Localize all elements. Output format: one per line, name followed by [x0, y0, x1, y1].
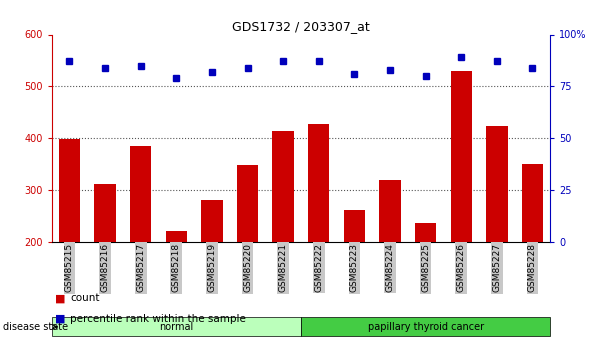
Bar: [201, 200, 223, 242]
Bar: [415, 224, 437, 241]
Text: GSM85228: GSM85228: [528, 243, 537, 292]
Text: ■: ■: [55, 314, 65, 324]
Text: GSM85225: GSM85225: [421, 243, 430, 292]
Bar: [451, 71, 472, 242]
Text: GSM85219: GSM85219: [207, 243, 216, 292]
Text: GSM85218: GSM85218: [172, 243, 181, 292]
Text: GSM85215: GSM85215: [65, 243, 74, 292]
Text: GSM85217: GSM85217: [136, 243, 145, 292]
Text: GSM85221: GSM85221: [278, 243, 288, 292]
Text: GSM85227: GSM85227: [492, 243, 502, 292]
Bar: [237, 166, 258, 242]
Text: GSM85222: GSM85222: [314, 243, 323, 292]
Bar: [59, 139, 80, 241]
Text: GSM85223: GSM85223: [350, 243, 359, 292]
Text: papillary thyroid cancer: papillary thyroid cancer: [368, 322, 483, 332]
Title: GDS1732 / 203307_at: GDS1732 / 203307_at: [232, 20, 370, 33]
Bar: [522, 164, 543, 242]
Text: normal: normal: [159, 322, 193, 332]
Bar: [379, 180, 401, 241]
Bar: [130, 146, 151, 242]
Text: disease state: disease state: [3, 322, 68, 332]
Text: GSM85220: GSM85220: [243, 243, 252, 292]
Bar: [272, 131, 294, 241]
Text: GSM85226: GSM85226: [457, 243, 466, 292]
Text: percentile rank within the sample: percentile rank within the sample: [70, 314, 246, 324]
Text: ■: ■: [55, 294, 65, 303]
Bar: [486, 126, 508, 242]
Bar: [308, 124, 330, 241]
Bar: [344, 210, 365, 241]
Bar: [94, 184, 116, 242]
Text: GSM85216: GSM85216: [100, 243, 109, 292]
Text: GSM85224: GSM85224: [385, 243, 395, 292]
Text: count: count: [70, 294, 100, 303]
Bar: [165, 231, 187, 241]
